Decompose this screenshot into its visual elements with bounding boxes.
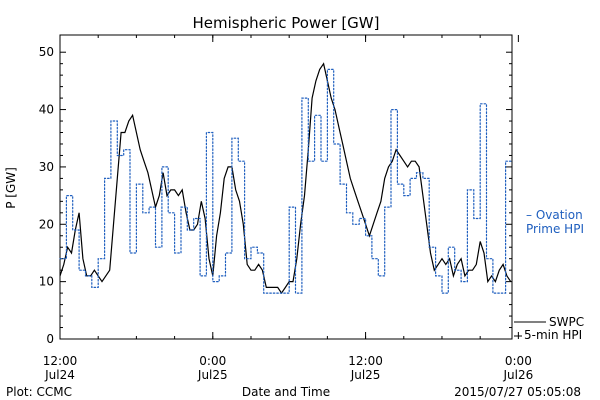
- series-layer: [59, 62, 513, 295]
- legend-ovation-label-2: Prime HPI: [526, 222, 584, 236]
- x-tick-label-time: 0:00: [505, 354, 532, 368]
- x-tick-label-date: Jul25: [197, 368, 228, 382]
- legend-swpc-label-1: SWPC: [549, 315, 584, 329]
- y-axis-label: P [GW]: [4, 167, 18, 209]
- x-tick-label-time: 0:00: [199, 354, 226, 368]
- legend-swpc-label-2: 5-min HPI: [524, 328, 582, 342]
- y-tick-label: 20: [39, 217, 54, 231]
- ovation-prime-series-line: [59, 68, 513, 294]
- swpc-hpi-series-line: [59, 62, 512, 295]
- x-axis-label: Date and Time: [242, 385, 330, 399]
- y-tick-label: 50: [39, 45, 54, 59]
- x-axis: 12:00Jul240:00Jul2512:00Jul250:00Jul2612…: [43, 35, 533, 382]
- y-tick-label: 10: [39, 275, 54, 289]
- x-tick-label-time: 12:00: [43, 354, 78, 368]
- x-tick-label-date: Jul26: [502, 368, 533, 382]
- y-tick-label: 30: [39, 160, 54, 174]
- plot-frame: [59, 34, 513, 340]
- footer-timestamp: 2015/07/27 05:05:08: [454, 385, 581, 399]
- x-tick-label-date: Jul25: [350, 368, 381, 382]
- y-axis: 0 10 20 30 40 50: [39, 45, 512, 346]
- chart-title: Hemispheric Power [GW]: [193, 14, 380, 32]
- y-tick-label: 40: [39, 103, 54, 117]
- legend-ovation-label-1: – Ovation: [526, 208, 583, 222]
- x-tick-label-time: 12:00: [348, 354, 383, 368]
- x-tick-label-date: Jul24: [44, 368, 75, 382]
- y-tick-label: 0: [46, 332, 54, 346]
- footer-credit: Plot: CCMC: [6, 385, 72, 399]
